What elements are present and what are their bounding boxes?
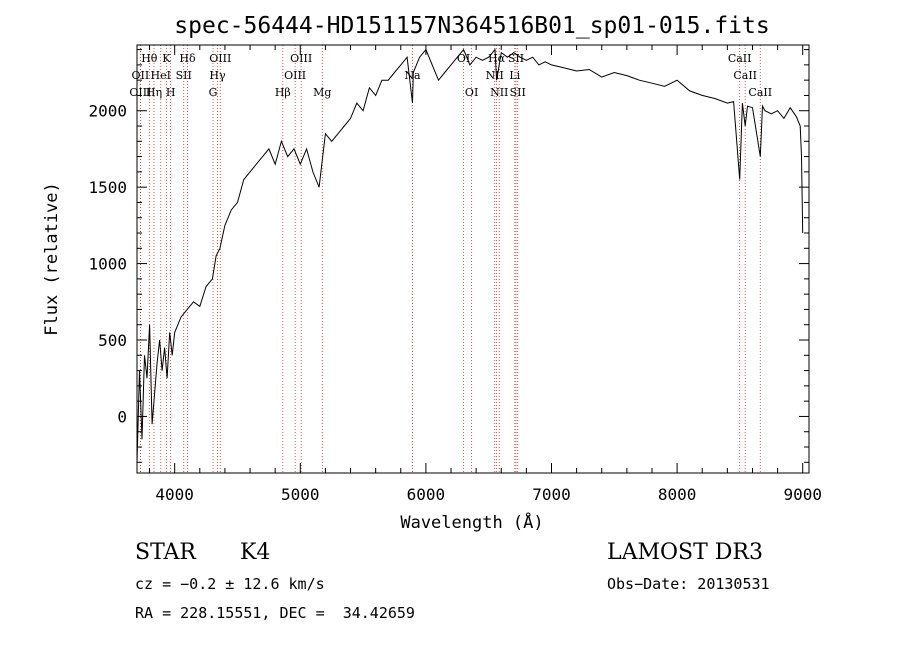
observation-date: Obs−Date: 20130531 (607, 575, 770, 593)
line-marker-label-12: OIII (290, 52, 312, 65)
line-marker-label-21: NII (490, 86, 508, 99)
line-marker-label-6: Hδ (179, 52, 196, 65)
line-marker-label-20: NII (486, 69, 504, 82)
emission-line-markers (139, 45, 761, 473)
y-axis: 0 500 1000 1500 2000 (88, 49, 809, 463)
line-marker-label-13: OIII (284, 69, 306, 82)
survey-name: LAMOST DR3 (607, 540, 763, 565)
line-marker-label-7: SII (176, 69, 192, 82)
line-marker-label-2: OIII (129, 86, 151, 99)
x-tick-label-3: 7000 (532, 485, 571, 504)
line-marker-label-17: OI (457, 52, 470, 65)
y-tick-label-1: 500 (98, 331, 127, 350)
line-marker-label-3: K (162, 52, 171, 65)
spectrum-series-line (136, 48, 804, 463)
spectral-subclass: K4 (240, 540, 271, 565)
line-marker-label-4: HeI (151, 69, 171, 82)
line-marker-label-9: OIII (209, 52, 231, 65)
x-axis-label: Wavelength (Å) (400, 511, 543, 533)
redshift-value: cz = −0.2 ± 12.6 km/s (135, 575, 325, 593)
line-marker-label-10: Hγ (209, 69, 226, 82)
y-tick-label-2: 1000 (88, 255, 127, 274)
line-marker-label-11: G (209, 86, 218, 99)
object-class: STAR (135, 540, 196, 565)
coordinates: RA = 228.15551, DEC = 34.42659 (135, 604, 415, 622)
x-tick-label-4: 8000 (658, 485, 697, 504)
line-marker-label-27: CaII (748, 86, 772, 99)
line-marker-label-23: Li (509, 69, 520, 82)
line-marker-label-18: OI (465, 86, 478, 99)
chart-title: spec-56444-HD151157N364516B01_sp01-015.f… (174, 13, 769, 39)
line-marker-label-8: H (166, 86, 176, 99)
y-axis-label: Flux (relative) (42, 182, 62, 336)
line-marker-label-1: OII (132, 69, 150, 82)
x-tick-label-1: 5000 (281, 485, 320, 504)
line-marker-label-14: Hβ (275, 86, 291, 99)
plot-frame (136, 44, 810, 474)
x-tick-label-2: 6000 (407, 485, 446, 504)
x-axis: 4000 5000 6000 7000 8000 9000 (149, 45, 822, 504)
y-tick-label-4: 2000 (88, 102, 127, 121)
line-marker-label-25: CaII (728, 52, 752, 65)
x-tick-label-5: 9000 (783, 485, 822, 504)
y-tick-label-3: 1500 (88, 178, 127, 197)
x-tick-label-0: 4000 (155, 485, 194, 504)
line-marker-label-5: Hη (146, 86, 162, 99)
line-marker-label-15: Mg (313, 86, 331, 99)
line-marker-label-24: SII (510, 86, 526, 99)
line-marker-label-22: SII (508, 52, 524, 65)
line-marker-label-26: CaII (733, 69, 757, 82)
line-marker-label-0: Hθ (141, 52, 158, 65)
y-tick-label-0: 0 (117, 407, 127, 426)
